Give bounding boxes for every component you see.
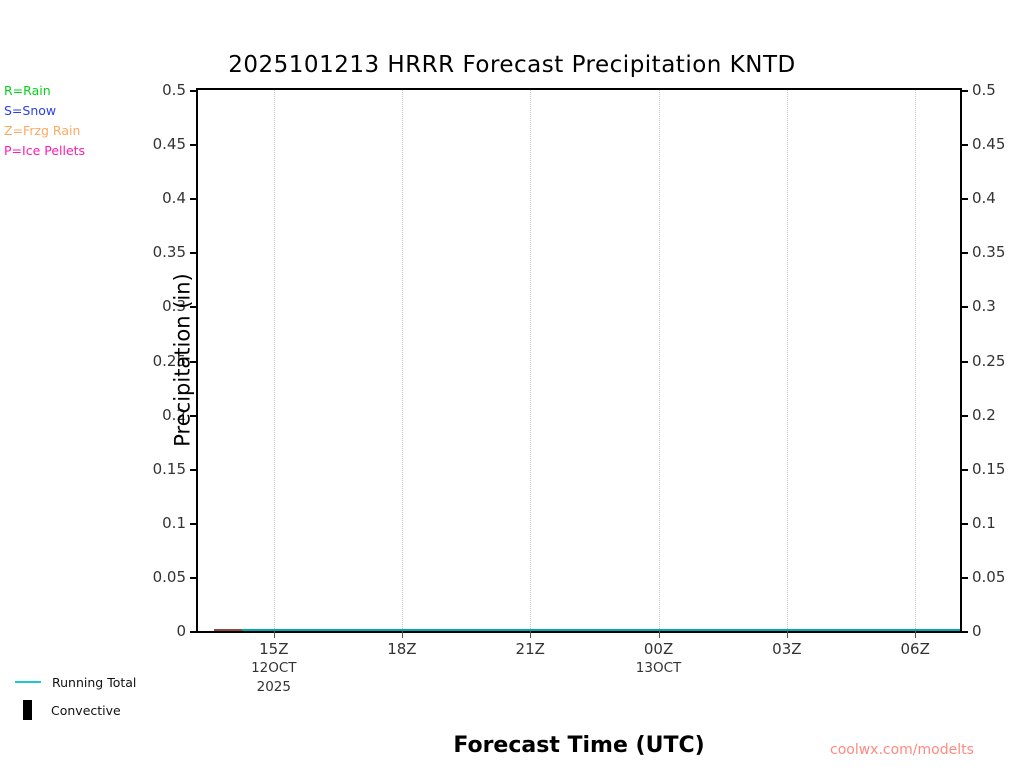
- y-axis-label-left: 0.15: [152, 459, 186, 478]
- plot-area: 0 0 0.05 0.05 0.1 0.1 0.15 0.15 0.2 0.2 0.25 0.25 0.…: [153, 81, 1006, 695]
- ptype-legend-item: P=Ice Pellets: [4, 143, 86, 158]
- series-legend: Running Total Convective: [10, 668, 136, 724]
- x-axis-label-time: 21Z: [515, 640, 545, 658]
- plot-inner: [198, 90, 960, 631]
- x-axis-label-time: 00Z: [643, 640, 674, 658]
- x-axis-label: 00Z 13OCT: [636, 640, 681, 678]
- y-axis-tick-mark: [960, 360, 968, 363]
- x-axis-tick-mark: [401, 631, 403, 638]
- gridline-vertical: [915, 90, 917, 631]
- y-axis-tick-mark: [190, 468, 198, 471]
- y-axis-label-right: 0.05: [972, 567, 1006, 586]
- y-axis-label-left: 0.2: [162, 405, 186, 424]
- y-axis-label-left: 0.3: [162, 297, 186, 316]
- y-axis-tick-mark: [190, 198, 198, 201]
- y-axis-tick-mark: [190, 576, 198, 579]
- gridline-vertical: [530, 90, 532, 631]
- y-axis-title: Precipitation (in): [170, 273, 195, 447]
- y-axis-label-left: 0: [176, 622, 186, 640]
- y-axis-tick-mark: [960, 252, 968, 255]
- y-axis-tick-mark: [190, 360, 198, 363]
- y-axis-label-left: 0.35: [152, 243, 186, 262]
- ptype-legend-item: Z=Frzg Rain: [4, 123, 81, 138]
- x-axis-tick-mark: [530, 631, 532, 638]
- x-axis-label: 15Z 12OCT 2025: [251, 640, 296, 697]
- x-axis-label-date: 12OCT: [251, 660, 297, 676]
- y-axis-label-right: 0.5: [972, 81, 996, 99]
- x-axis-tick-mark: [658, 631, 660, 638]
- y-axis-tick-mark: [190, 306, 198, 309]
- y-axis-label-right: 0.45: [972, 135, 1006, 154]
- x-axis-label-date: 13OCT: [635, 660, 682, 676]
- y-axis-tick-mark: [190, 90, 198, 92]
- watermark: coolwx.com/modelts: [830, 742, 974, 758]
- y-axis-tick-mark: [190, 631, 198, 633]
- x-axis-label: 06Z: [901, 640, 930, 659]
- y-axis-tick-mark: [960, 306, 968, 309]
- x-axis-label-time: 15Z: [259, 640, 289, 658]
- series-line-start-marker: [214, 629, 243, 631]
- ptype-legend-item: S=Snow: [4, 103, 57, 118]
- ptype-legend-item: R=Rain: [4, 83, 51, 98]
- y-axis-label-right: 0.4: [972, 189, 996, 208]
- y-axis-label-right: 0.2: [972, 405, 996, 424]
- y-axis-tick-mark: [190, 414, 198, 417]
- x-axis-title: Forecast Time (UTC): [453, 733, 705, 758]
- y-axis-tick-mark: [960, 576, 968, 579]
- x-axis-tick-mark: [786, 631, 788, 638]
- x-axis-label-year: 2025: [256, 679, 291, 695]
- series-legend-item: Running Total: [10, 668, 136, 696]
- y-axis-label-left: 0.25: [152, 351, 186, 370]
- y-axis-tick-mark: [960, 144, 968, 147]
- y-axis-label-right: 0.3: [972, 297, 996, 316]
- y-axis-tick-mark: [960, 522, 968, 525]
- series-legend-label: Running Total: [52, 674, 137, 690]
- y-axis-label-left: 0.45: [152, 135, 186, 154]
- y-axis-label-right: 0.25: [972, 351, 1006, 370]
- y-axis-label-right: 0.35: [972, 243, 1006, 262]
- y-axis-label-right: 0.15: [972, 459, 1006, 478]
- y-axis-tick-mark: [190, 144, 198, 147]
- y-axis-label-left: 0.5: [162, 81, 186, 99]
- x-axis-label-time: 03Z: [772, 640, 802, 658]
- series-legend-item: Convective: [10, 696, 136, 724]
- gridline-vertical: [401, 90, 404, 631]
- series-line-running-total: [242, 629, 960, 631]
- y-axis-label-left: 0.4: [162, 189, 186, 208]
- legend-line-swatch-icon: [15, 681, 41, 683]
- y-axis-tick-mark: [960, 468, 968, 471]
- y-axis-tick-mark: [190, 522, 198, 525]
- y-axis-tick-mark: [960, 198, 968, 201]
- y-axis-label-right: 0.1: [972, 513, 996, 532]
- y-axis-tick-mark: [960, 631, 968, 633]
- gridline-vertical: [786, 90, 789, 631]
- gridline-vertical: [273, 90, 276, 631]
- x-axis-label-time: 06Z: [900, 640, 930, 658]
- y-axis-label-left: 0.05: [152, 567, 186, 586]
- x-axis-label-time: 18Z: [387, 640, 417, 658]
- x-axis-label: 21Z: [516, 640, 545, 659]
- gridline-vertical: [658, 90, 661, 631]
- x-axis-label: 03Z: [772, 640, 801, 659]
- chart-title: 2025101213 HRRR Forecast Precipitation K…: [228, 52, 796, 78]
- y-axis-label-left: 0.1: [162, 513, 186, 532]
- y-axis-tick-mark: [960, 414, 968, 417]
- y-axis-tick-mark: [960, 90, 968, 92]
- y-axis-label-right: 0: [972, 622, 982, 640]
- precip-type-legend: R=Rain S=Snow Z=Frzg Rain P=Ice Pellets: [4, 81, 85, 161]
- x-axis-tick-mark: [273, 631, 275, 638]
- x-axis-label: 18Z: [387, 640, 416, 659]
- x-axis-tick-mark: [915, 631, 917, 638]
- legend-box-swatch-icon: [23, 700, 32, 720]
- series-legend-label: Convective: [51, 702, 121, 718]
- y-axis-tick-mark: [190, 252, 198, 255]
